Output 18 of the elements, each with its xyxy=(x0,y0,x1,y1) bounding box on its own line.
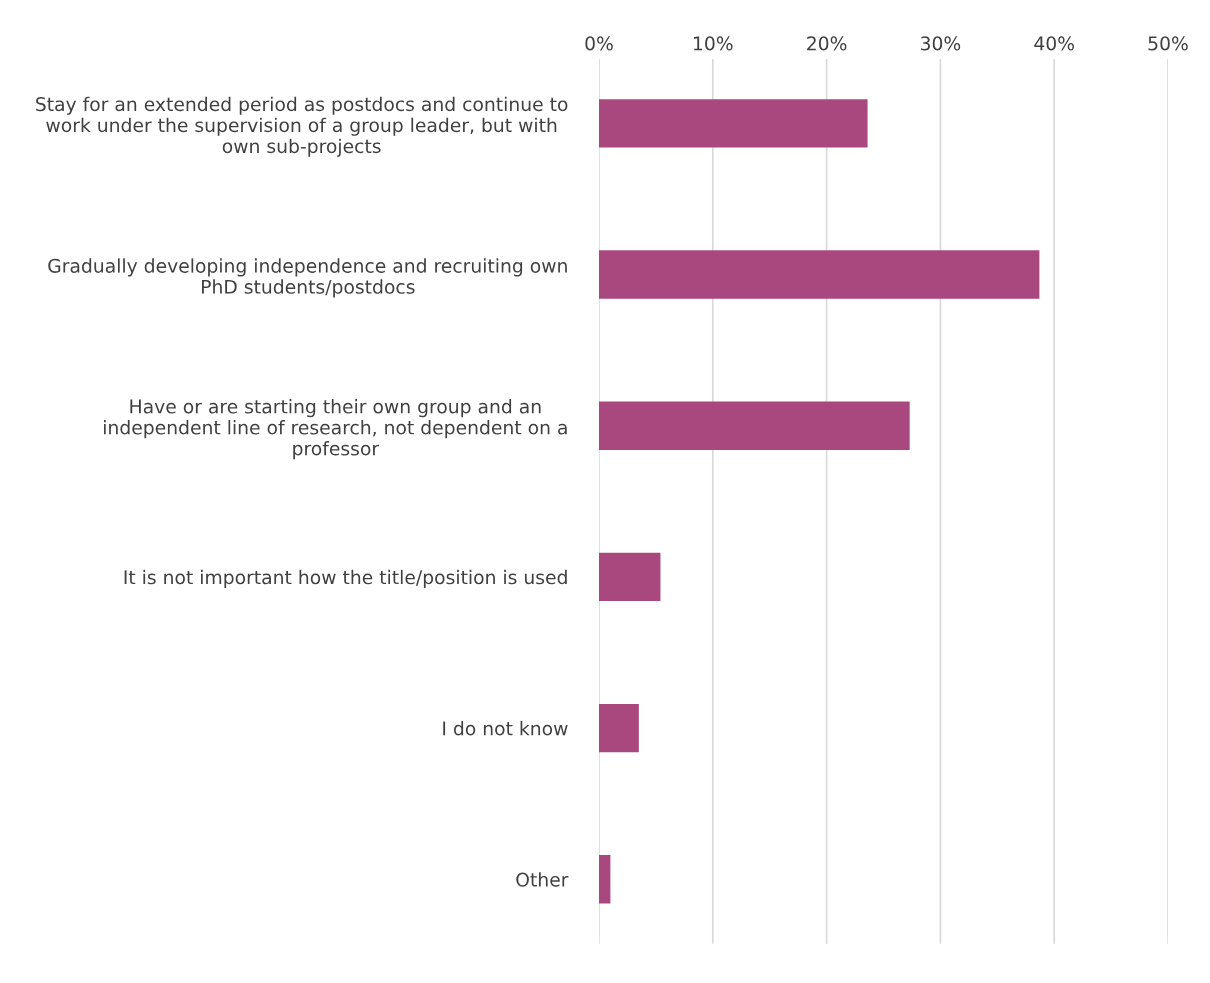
y-tick-label: I do not know xyxy=(443,720,568,736)
bar xyxy=(599,401,910,450)
y-tick-label: Have or are starting their own group and an independent line of research, not dependent on a professor xyxy=(104,399,567,460)
x-tick-label: 0% xyxy=(585,36,613,51)
x-tick-label: 30% xyxy=(920,36,961,51)
y-tick-label: Gradually developing independence and recruiting own PhD students/postdocs xyxy=(48,258,567,298)
bar xyxy=(599,99,868,148)
y-tick-label: Other xyxy=(516,872,569,887)
y-tick-label: It is not important how the title/position is used xyxy=(124,569,567,588)
x-tick-label: 50% xyxy=(1148,36,1188,51)
bar xyxy=(599,855,611,904)
x-tick-label: 10% xyxy=(694,36,733,51)
x-tick-label: 40% xyxy=(1034,36,1074,51)
y-tick-label: Stay for an extended period as postdocs and continue to work under the supervision of a group leader, but with own sub-projects xyxy=(36,96,568,157)
bar xyxy=(599,250,1040,299)
x-tick-label: 20% xyxy=(807,36,847,51)
bar xyxy=(599,703,639,753)
bar xyxy=(599,552,661,602)
